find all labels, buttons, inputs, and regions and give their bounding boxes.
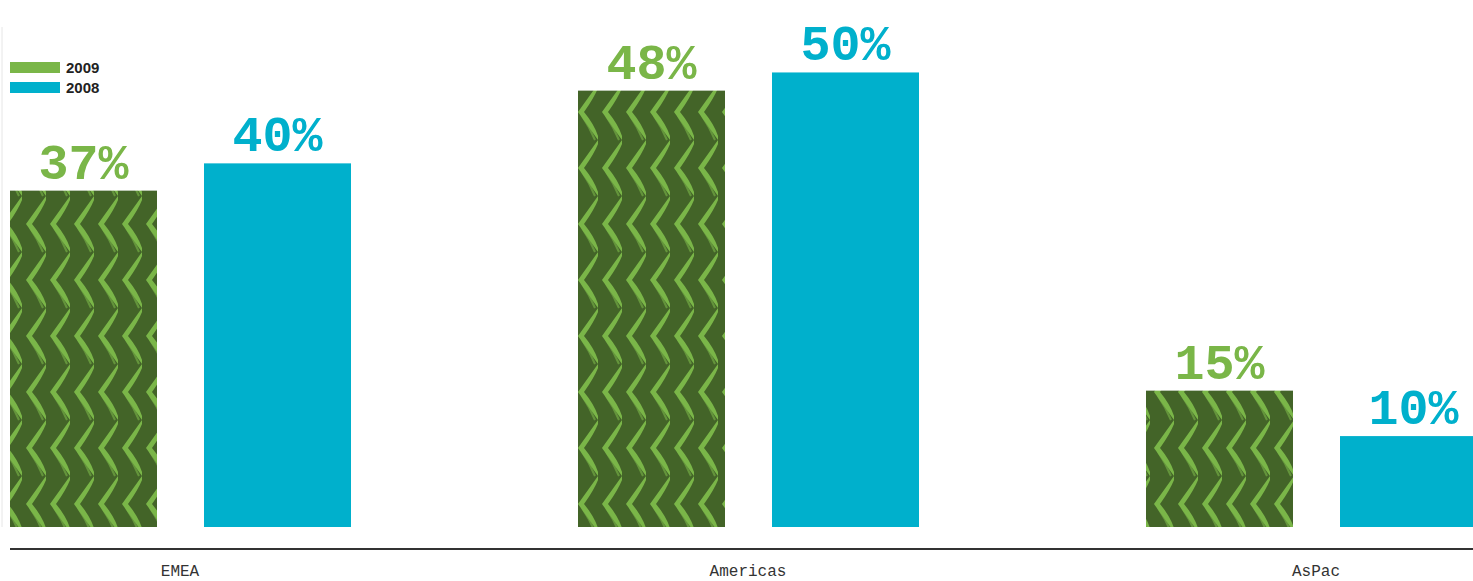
legend-swatch [10, 82, 60, 93]
data-labels: 37% 48% 15% 40% 50% 10% [38, 18, 1459, 439]
data-label: 50% [800, 18, 891, 75]
baseline [10, 548, 1473, 550]
data-label: 40% [232, 109, 323, 166]
bar [204, 163, 351, 527]
legend-swatch [10, 62, 60, 73]
bar [1340, 436, 1473, 527]
chart: 37%48%15%40%50%10%EMEAAmericasAsPac20092… [0, 0, 1473, 581]
legend: 2009 2008 [10, 59, 99, 96]
bars [10, 72, 1473, 527]
data-label: 15% [1174, 337, 1265, 394]
category-label: EMEA [161, 563, 200, 581]
data-label: 48% [606, 37, 697, 94]
bar [10, 191, 157, 527]
chart-svg: 37%48%15%40%50%10%EMEAAmericasAsPac20092… [0, 0, 1473, 581]
category-label: AsPac [1292, 563, 1340, 581]
bar [578, 91, 725, 527]
data-label: 10% [1368, 382, 1459, 439]
value-axis-line [2, 27, 3, 527]
bar [1146, 391, 1293, 527]
bar [772, 72, 919, 527]
data-label: 37% [38, 137, 129, 194]
legend-label: 2009 [66, 59, 99, 76]
category-label: Americas [710, 563, 787, 581]
legend-label: 2008 [66, 79, 99, 96]
